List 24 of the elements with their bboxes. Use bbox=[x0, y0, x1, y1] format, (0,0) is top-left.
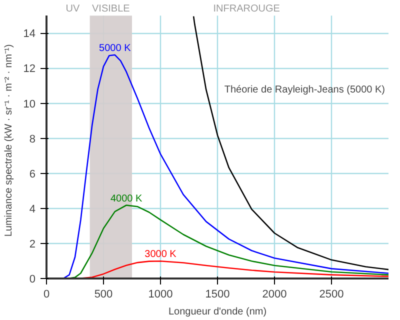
series-label: 3000 K bbox=[144, 249, 177, 260]
band-label: VISIBLE bbox=[92, 4, 130, 15]
y-tick-label: 14 bbox=[23, 28, 36, 40]
y-axis-title: Luminance spectrale (kW · sr⁻¹ · m⁻² · nm⁻¹) bbox=[3, 44, 14, 237]
x-tick-label: 2500 bbox=[319, 288, 344, 300]
y-tick-label: 8 bbox=[29, 133, 36, 146]
text: INFRAROUGE bbox=[213, 4, 280, 15]
y-tick-label: 4 bbox=[29, 203, 36, 216]
y-tick-label: 10 bbox=[23, 98, 36, 110]
x-tick-label: 2000 bbox=[262, 288, 287, 300]
y-tick-label: 2 bbox=[29, 238, 36, 250]
line-series bbox=[192, 16, 388, 270]
y-tick-label: 12 bbox=[23, 63, 36, 76]
series-label: 4000 K bbox=[110, 193, 142, 204]
x-tick-label: 500 bbox=[94, 288, 113, 300]
x-axis-title: Longueur d'onde (nm) bbox=[168, 306, 267, 318]
series-label: 5000 K bbox=[99, 42, 132, 54]
x-tick-label: 1500 bbox=[205, 288, 230, 300]
y-tick-label: 6 bbox=[29, 168, 36, 180]
x-tick-label: 1000 bbox=[148, 288, 173, 300]
series-label: Théorie de Rayleigh-Jeans (5000 K) bbox=[224, 84, 385, 96]
text: UV bbox=[66, 4, 80, 15]
y-tick-label: 0 bbox=[29, 274, 36, 286]
x-tick-label: 0 bbox=[43, 288, 50, 300]
